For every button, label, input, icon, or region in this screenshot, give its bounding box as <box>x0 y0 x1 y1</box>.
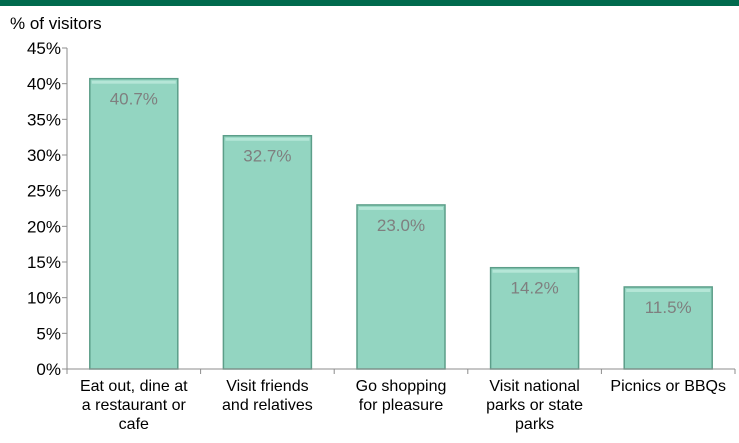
bar-highlight <box>91 80 176 84</box>
bar-highlight <box>626 288 711 292</box>
value-label: 40.7% <box>110 90 158 109</box>
value-label: 11.5% <box>645 298 692 317</box>
y-tick-label: 20% <box>27 217 61 236</box>
x-tick-label: and relatives <box>222 397 313 414</box>
value-label: 14.2% <box>510 279 558 298</box>
y-tick-label: 5% <box>36 324 61 343</box>
y-tick-label: 10% <box>27 289 61 308</box>
bars <box>89 77 713 370</box>
y-tick-label: 40% <box>27 75 61 94</box>
value-labels: 40.7% 32.7% 23.0% 14.2% 11.5% <box>110 90 692 317</box>
bar <box>623 286 713 370</box>
x-tick-label: Picnics or BBQs <box>610 378 726 395</box>
y-tick-label: 30% <box>27 146 61 165</box>
x-tick-label: a restaurant or <box>82 397 187 414</box>
x-tick-label: parks <box>515 416 554 433</box>
bar <box>222 134 313 370</box>
x-tick-label: parks or state <box>486 397 583 414</box>
x-tick-label: Eat out, dine at <box>80 378 188 395</box>
x-tick-label: Go shopping <box>356 378 447 395</box>
x-tick-label: Visit friends <box>226 378 308 395</box>
x-axis-labels: Eat out, dine at a restaurant or cafe Visit… <box>80 378 726 433</box>
y-tick-label: 25% <box>27 182 61 201</box>
value-label: 23.0% <box>377 216 425 235</box>
bar-highlight <box>225 137 310 141</box>
y-tick-label: 35% <box>27 110 61 129</box>
value-label: 32.7% <box>243 147 291 166</box>
top-header-band <box>0 0 739 6</box>
bar-highlight <box>492 269 577 273</box>
bar <box>489 266 580 370</box>
x-tick-label: cafe <box>119 416 149 433</box>
x-tick-label: Visit national <box>489 378 579 395</box>
axes <box>66 48 736 374</box>
y-tick-label: 45% <box>27 39 61 58</box>
y-tick-label: 15% <box>27 253 61 272</box>
bar <box>89 77 179 370</box>
bar-highlight <box>359 206 443 210</box>
y-tick-label: 0% <box>36 360 61 379</box>
bar <box>356 204 446 370</box>
x-tick-label: for pleasure <box>359 397 444 414</box>
y-axis-ticks: 0% 5% 10% 15% 20% 25% 30% 35% 40% 45% <box>27 39 67 379</box>
y-axis-title: % of visitors <box>10 14 102 33</box>
